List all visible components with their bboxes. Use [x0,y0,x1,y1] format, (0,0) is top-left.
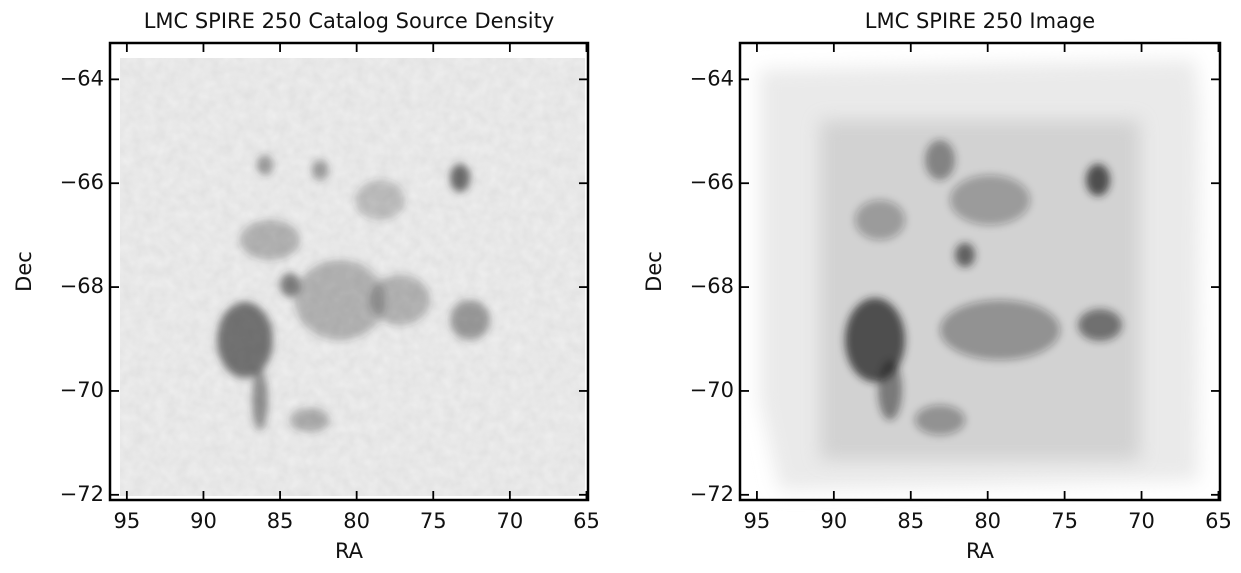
x-tick-label: 75 [1051,509,1078,533]
x-tick-label: 70 [1128,509,1155,533]
y-tick-label: −66 [60,170,104,194]
x-tick-label: 90 [190,509,217,533]
x-axis-label: RA [966,539,995,563]
dust-image [760,60,1200,490]
x-tick-label: 70 [496,509,523,533]
x-tick-label: 80 [974,509,1001,533]
x-tick-label: 85 [267,509,294,533]
chart-title: LMC SPIRE 250 Image [865,9,1095,33]
y-tick-label: −72 [60,482,104,506]
density-image [120,58,585,496]
x-tick-label: 65 [1205,509,1232,533]
y-tick-label: −64 [60,66,104,90]
plot-frame [108,41,590,502]
y-tick-label: −66 [690,170,734,194]
y-tick-label: −70 [60,378,104,402]
x-tick-label: 65 [573,509,600,533]
chart-title: LMC SPIRE 250 Catalog Source Density [144,9,555,33]
x-tick-label: 95 [744,509,771,533]
y-tick-label: −68 [60,274,104,298]
x-tick-label: 75 [420,509,447,533]
y-axis-label: Dec [12,251,36,292]
plot-frame [738,41,1222,502]
x-tick-label: 85 [897,509,924,533]
y-tick-label: −64 [690,66,734,90]
x-tick-label: 80 [343,509,370,533]
x-tick-label: 90 [820,509,847,533]
y-tick-label: −70 [690,378,734,402]
y-tick-label: −68 [690,274,734,298]
x-axis-label: RA [335,539,364,563]
y-tick-label: −72 [690,482,734,506]
x-tick-label: 95 [113,509,140,533]
y-axis-label: Dec [642,251,666,292]
